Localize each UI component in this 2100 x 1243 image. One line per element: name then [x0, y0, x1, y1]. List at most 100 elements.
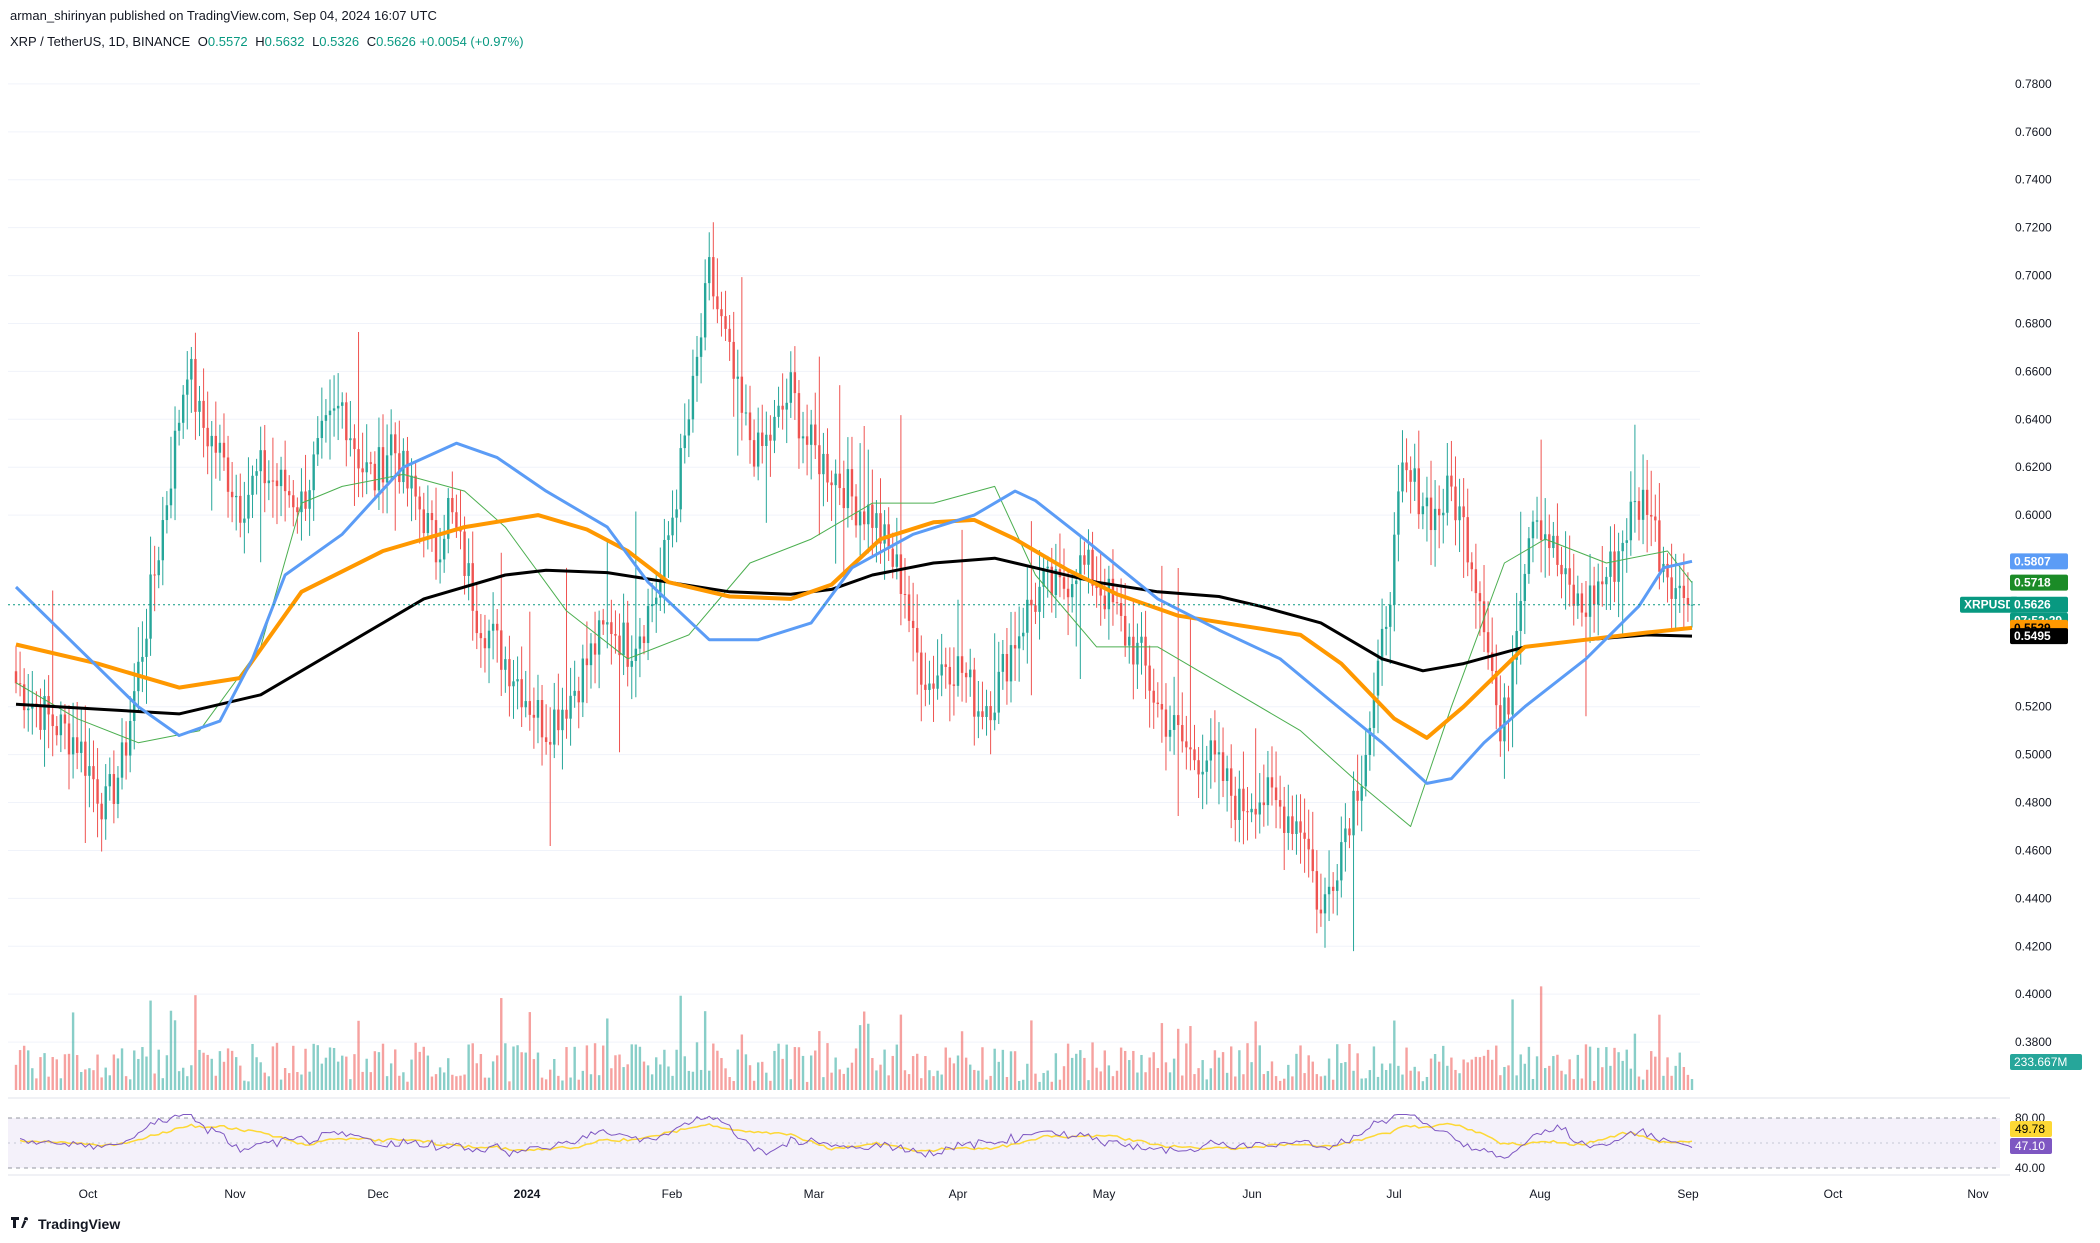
- candle-body: [1389, 604, 1392, 627]
- candle-body: [916, 627, 919, 653]
- candle-body: [1597, 581, 1600, 605]
- volume-bar: [1144, 1072, 1147, 1090]
- candle-body: [1083, 555, 1086, 565]
- volume-bar: [222, 1061, 226, 1090]
- candle-body: [883, 524, 886, 544]
- candle-body: [712, 257, 715, 297]
- candle-body: [667, 535, 670, 540]
- candle-body: [1201, 771, 1204, 775]
- volume-bar: [349, 1079, 352, 1090]
- volume-bar: [104, 1067, 107, 1090]
- candle-body: [27, 708, 30, 711]
- candle-body: [247, 494, 250, 519]
- candle-body: [210, 435, 213, 447]
- volume-bar: [642, 1061, 646, 1090]
- candle-body: [871, 504, 874, 528]
- volume-bar: [1246, 1043, 1249, 1090]
- candle-body: [1103, 595, 1106, 610]
- candle-body: [879, 513, 882, 544]
- volume-bar: [316, 1045, 319, 1090]
- volume-bar: [332, 1047, 336, 1090]
- candle-body: [781, 405, 784, 410]
- volume-bar: [1311, 1061, 1314, 1090]
- volume-bar: [1507, 1065, 1510, 1090]
- volume-bar: [1609, 1065, 1612, 1090]
- volume-bar: [1034, 1073, 1037, 1090]
- volume-bar: [1303, 1073, 1306, 1090]
- symbol-name[interactable]: XRP / TetherUS, 1D, BINANCE: [10, 34, 191, 49]
- volume-bar: [756, 1062, 760, 1090]
- candle-body: [410, 475, 413, 489]
- volume-bar: [226, 1048, 230, 1090]
- candle-body: [341, 402, 344, 406]
- candle-body: [895, 554, 899, 567]
- volume-bar: [1189, 1026, 1192, 1090]
- volume-bar: [765, 1072, 768, 1090]
- candle-body: [981, 711, 984, 718]
- volume-bar: [165, 1055, 169, 1090]
- volume-bar: [345, 1056, 348, 1090]
- candle-body: [1107, 578, 1111, 610]
- candle-body: [365, 462, 368, 473]
- volume-bar: [369, 1072, 372, 1090]
- candle-body: [442, 538, 446, 560]
- volume-bar: [80, 1072, 83, 1090]
- price-tag: [2010, 574, 2068, 591]
- volume-bar: [59, 1078, 63, 1090]
- volume-bar: [732, 1081, 735, 1090]
- volume-bar: [650, 1074, 654, 1090]
- volume-bar: [883, 1049, 886, 1090]
- volume-bar: [1474, 1056, 1478, 1090]
- volume-bar: [1597, 1047, 1600, 1090]
- candle-body: [854, 496, 858, 526]
- candle-body: [573, 690, 576, 696]
- candle-body: [634, 648, 638, 661]
- volume-bar: [964, 1057, 968, 1090]
- candle-body: [1523, 573, 1527, 602]
- candle-body: [495, 623, 499, 631]
- candle-body: [736, 376, 739, 379]
- volume-bar: [1291, 1076, 1294, 1090]
- candle-body: [263, 450, 266, 484]
- candle-body: [312, 454, 315, 491]
- volume-bar: [1376, 1076, 1380, 1090]
- candle-body: [622, 622, 625, 656]
- candle-body: [675, 509, 678, 518]
- candle-body: [1099, 588, 1102, 596]
- candle-body: [1601, 581, 1604, 585]
- candle-body: [296, 507, 299, 513]
- volume-bar: [1283, 1078, 1286, 1090]
- price-tag: [2010, 628, 2068, 645]
- candle-body: [283, 469, 287, 492]
- volume-bar: [1299, 1045, 1302, 1090]
- candle-body: [1450, 475, 1453, 487]
- volume-bar: [1548, 1065, 1551, 1090]
- change-value: +0.0054 (+0.97%): [419, 34, 524, 49]
- candle-body: [1437, 508, 1441, 516]
- volume-bar: [1132, 1050, 1135, 1090]
- volume-bar: [308, 1071, 311, 1090]
- volume-bar: [740, 1034, 744, 1090]
- time-tick-label: Nov: [1967, 1187, 1988, 1201]
- volume-bar: [279, 1079, 283, 1090]
- candle-body: [769, 434, 772, 441]
- volume-bar: [361, 1071, 364, 1090]
- axes: 0.7800 0.7600 0.7400 0.7200 0.7000 0.6800 0.66…: [8, 77, 2052, 1201]
- candle-body: [1278, 800, 1282, 807]
- candle-body: [1486, 632, 1490, 653]
- candle-body: [1409, 470, 1412, 482]
- candle-body: [793, 372, 797, 394]
- volume-bar: [724, 1068, 727, 1090]
- candle-body: [940, 664, 943, 676]
- volume-bar: [1005, 1077, 1009, 1090]
- volume-bar: [663, 1049, 666, 1090]
- candle-body: [1466, 517, 1469, 563]
- candle-body: [826, 453, 829, 483]
- volume-bar: [838, 1069, 841, 1090]
- volume-bar: [1368, 1070, 1372, 1090]
- volume-bar: [1678, 1052, 1681, 1090]
- price-tag-label: 0.5807: [2014, 554, 2051, 568]
- candle-body: [977, 711, 980, 717]
- candle-body: [1311, 849, 1314, 872]
